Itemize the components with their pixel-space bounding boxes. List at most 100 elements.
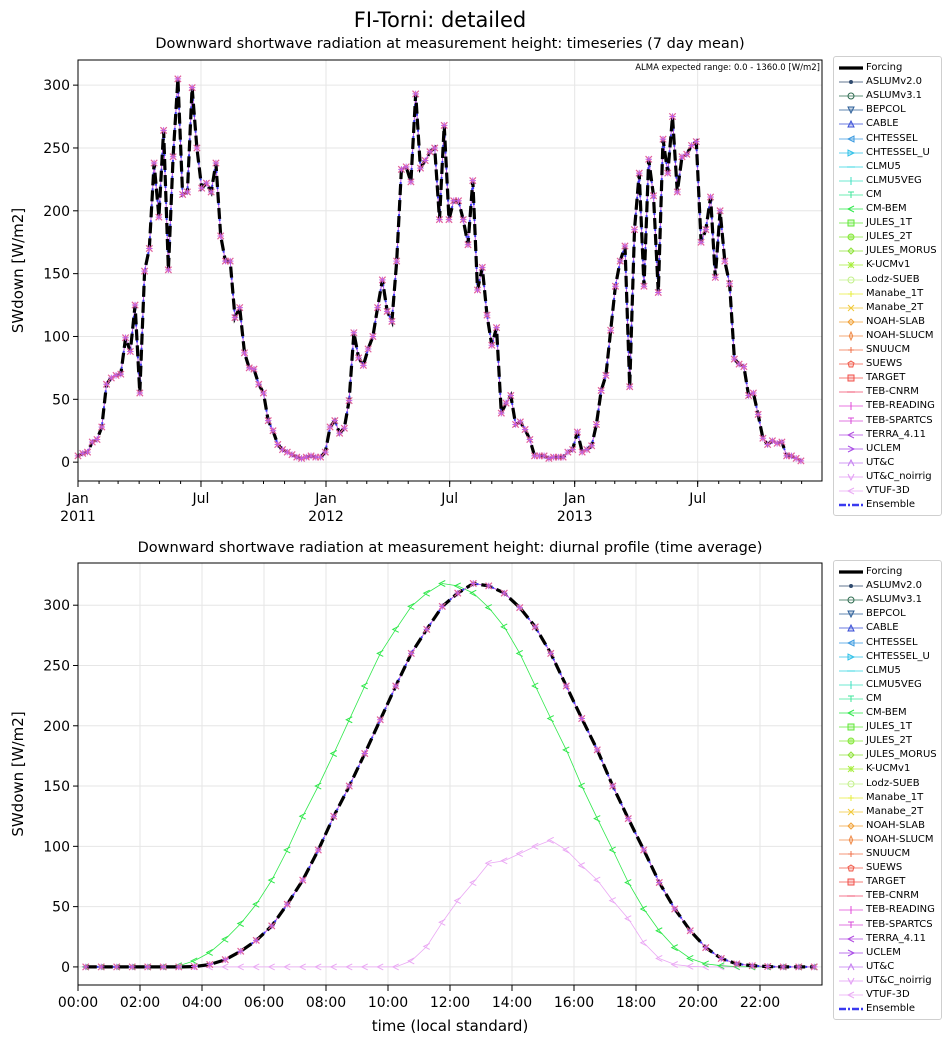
data-point xyxy=(93,436,101,443)
data-point xyxy=(488,342,495,349)
forcing-line xyxy=(77,78,802,463)
data-point xyxy=(322,448,329,456)
legend-swatch-marker xyxy=(847,304,855,312)
data-point xyxy=(687,927,694,934)
x-tick-label: 04:00 xyxy=(182,995,222,1011)
data-point xyxy=(174,75,182,83)
legend-item: Manabe_2T xyxy=(834,805,940,819)
legend-swatch-marker xyxy=(847,878,855,886)
legend-item: Ensemble xyxy=(834,1002,940,1016)
vtuf-3d-point xyxy=(500,857,508,865)
legend-label: ASLUMv2.0 xyxy=(866,580,923,592)
data-point xyxy=(669,113,676,120)
legend-item: Forcing xyxy=(834,565,940,579)
legend-swatch xyxy=(839,262,863,269)
legend-swatch xyxy=(839,318,863,326)
data-point xyxy=(379,276,386,284)
data-point xyxy=(545,455,553,462)
data-point xyxy=(441,122,448,129)
legend-swatch xyxy=(839,596,863,604)
vtuf-3d-point xyxy=(391,963,399,971)
data-point xyxy=(203,179,210,187)
legend-swatch xyxy=(839,148,863,157)
x-tick-sublabel: 2011 xyxy=(60,509,96,525)
data-point xyxy=(274,441,281,448)
legend-label: NOAH-SLUCM xyxy=(866,833,934,845)
cm-bem-point xyxy=(221,935,229,943)
legend-swatch-marker xyxy=(846,205,855,213)
vtuf-3d-point xyxy=(515,850,523,858)
legend-swatch-marker xyxy=(847,445,856,453)
data-point xyxy=(470,580,477,587)
x-tick-label: Jul xyxy=(688,491,706,507)
y-tick-label: 300 xyxy=(43,598,70,614)
cm-bem-point xyxy=(376,649,384,657)
data-point xyxy=(422,157,429,164)
vtuf-3d-point xyxy=(686,962,694,970)
data-point xyxy=(655,289,662,296)
data-point xyxy=(702,944,709,951)
data-point xyxy=(206,961,213,968)
cm-bem-point xyxy=(515,649,523,657)
data-point xyxy=(502,399,510,407)
cm-bem-point xyxy=(562,746,570,754)
legend-item: JULES_2T xyxy=(834,230,940,244)
legend-label: Ensemble xyxy=(866,499,916,511)
legend-label: CHTESSEL xyxy=(866,132,918,144)
legend-swatch-marker xyxy=(847,374,855,382)
legend-label: CM xyxy=(866,188,882,200)
data-point xyxy=(212,159,220,167)
data-point xyxy=(636,169,643,177)
legend-item: Manabe_1T xyxy=(834,791,940,805)
diurnal-chart: 0 50 100 150 200 250 300 00:00 02:00 04:00 06:00 08… xyxy=(9,562,823,1035)
legend-swatch-marker xyxy=(847,458,855,467)
data-point xyxy=(103,381,110,388)
data-point xyxy=(198,184,205,192)
data-point xyxy=(160,963,167,971)
legend-swatch-marker xyxy=(847,652,856,661)
vtuf-3d-point xyxy=(562,846,570,854)
legend-swatch xyxy=(839,977,863,986)
cm-bem-point xyxy=(407,602,415,610)
legend-item: TEB-READING xyxy=(834,903,940,917)
legend-label: Manabe_1T xyxy=(866,287,924,299)
cm-bem-point xyxy=(422,589,430,597)
data-point xyxy=(780,963,787,971)
model-spread-line xyxy=(77,78,802,462)
timeseries-chart: 0 50 100 150 200 250 300 Jan 2011 Jul Jan 2012 Jul Ja… xyxy=(9,59,823,525)
legend-swatch-marker xyxy=(848,921,854,928)
vtuf-3d-point xyxy=(670,961,678,968)
data-point xyxy=(269,427,277,434)
y-tick-label: 200 xyxy=(43,719,70,735)
y-tick-label: 100 xyxy=(43,839,70,855)
vtuf-3d-point xyxy=(314,963,322,971)
data-point xyxy=(268,922,275,930)
data-point xyxy=(811,963,818,971)
legend-label: CHTESSEL_U xyxy=(866,146,930,158)
legend-label: TEB-CNRM xyxy=(866,890,919,902)
data-point xyxy=(597,387,605,394)
data-point xyxy=(284,901,291,908)
data-point xyxy=(617,257,624,265)
y-tick-label: 300 xyxy=(43,78,70,94)
data-point xyxy=(750,389,757,397)
data-point xyxy=(331,417,339,424)
legend-swatch-marker xyxy=(848,851,854,857)
data-point xyxy=(645,156,652,163)
legend-item: NOAH-SLAB xyxy=(834,315,940,329)
data-point xyxy=(336,430,343,437)
data-point xyxy=(593,421,600,428)
legend-item: TERRA_4.11 xyxy=(834,428,940,442)
legend-label: BEPCOL xyxy=(866,608,906,620)
data-point xyxy=(136,389,144,397)
legend-swatch xyxy=(839,935,863,943)
vtuf-3d-point xyxy=(608,897,616,905)
data-point xyxy=(226,257,234,265)
data-point xyxy=(82,963,89,971)
x-tick-label: Jan xyxy=(563,491,586,507)
y-tick-label: 150 xyxy=(43,779,70,795)
legend-label: K-UCMv1 xyxy=(866,259,911,271)
cm-bem-point xyxy=(500,623,508,631)
legend-label: CM xyxy=(866,692,882,704)
data-point xyxy=(759,435,767,442)
